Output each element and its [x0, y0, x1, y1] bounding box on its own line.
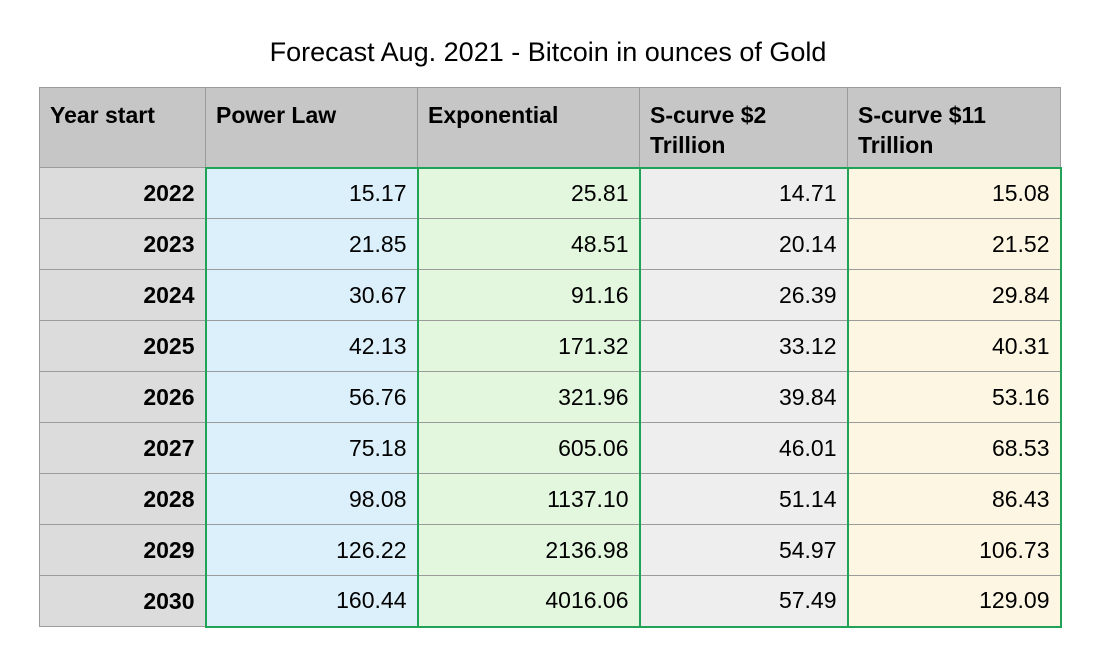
- forecast-table: Year start Power Law Exponential S-curve…: [39, 87, 1062, 628]
- table-row: 2029 126.22 2136.98 54.97 106.73: [39, 524, 1062, 576]
- cell-power-law: 75.18: [204, 422, 419, 474]
- cell-s-curve-2-trillion: 20.14: [638, 218, 849, 270]
- table-row: 2026 56.76 321.96 39.84 53.16: [39, 371, 1062, 423]
- cell-power-law: 98.08: [204, 473, 419, 525]
- table-row: 2023 21.85 48.51 20.14 21.52: [39, 218, 1062, 270]
- cell-exponential: 25.81: [416, 166, 641, 219]
- cell-s-curve-11-trillion: 15.08: [846, 166, 1062, 219]
- cell-year: 2028: [39, 473, 206, 525]
- table-row: 2030 160.44 4016.06 57.49 129.09: [39, 575, 1062, 628]
- cell-s-curve-2-trillion: 33.12: [638, 320, 849, 372]
- header-s-curve-11-trillion: S-curve $11 Trillion: [847, 87, 1061, 168]
- cell-year: 2025: [39, 320, 206, 372]
- cell-power-law: 21.85: [204, 218, 419, 270]
- cell-exponential: 48.51: [416, 218, 641, 270]
- header-year-start: Year start: [39, 87, 206, 168]
- cell-s-curve-11-trillion: 21.52: [846, 218, 1062, 270]
- cell-year: 2030: [39, 575, 206, 627]
- cell-exponential: 605.06: [416, 422, 641, 474]
- cell-year: 2022: [39, 167, 206, 219]
- cell-s-curve-11-trillion: 53.16: [846, 371, 1062, 423]
- cell-s-curve-11-trillion: 106.73: [846, 524, 1062, 576]
- cell-year: 2029: [39, 524, 206, 576]
- table-row: 2024 30.67 91.16 26.39 29.84: [39, 269, 1062, 321]
- cell-power-law: 160.44: [204, 575, 419, 628]
- cell-exponential: 2136.98: [416, 524, 641, 576]
- cell-s-curve-2-trillion: 26.39: [638, 269, 849, 321]
- header-exponential: Exponential: [417, 87, 640, 168]
- cell-s-curve-2-trillion: 51.14: [638, 473, 849, 525]
- chart-title: Forecast Aug. 2021 - Bitcoin in ounces o…: [269, 37, 827, 67]
- cell-exponential: 1137.10: [416, 473, 641, 525]
- cell-year: 2026: [39, 371, 206, 423]
- cell-power-law: 126.22: [204, 524, 419, 576]
- table-row: 2022 15.17 25.81 14.71 15.08: [39, 166, 1062, 219]
- cell-s-curve-2-trillion: 46.01: [638, 422, 849, 474]
- table-row: 2027 75.18 605.06 46.01 68.53: [39, 422, 1062, 474]
- cell-s-curve-11-trillion: 29.84: [846, 269, 1062, 321]
- cell-power-law: 15.17: [204, 166, 419, 219]
- cell-year: 2023: [39, 218, 206, 270]
- header-power-law: Power Law: [205, 87, 418, 168]
- cell-s-curve-2-trillion: 39.84: [638, 371, 849, 423]
- cell-s-curve-2-trillion: 57.49: [638, 575, 849, 628]
- cell-power-law: 56.76: [204, 371, 419, 423]
- cell-exponential: 91.16: [416, 269, 641, 321]
- cell-exponential: 4016.06: [416, 575, 641, 628]
- table-row: 2025 42.13 171.32 33.12 40.31: [39, 320, 1062, 372]
- header-row: Year start Power Law Exponential S-curve…: [39, 87, 1061, 168]
- cell-s-curve-11-trillion: 40.31: [846, 320, 1062, 372]
- cell-s-curve-2-trillion: 14.71: [638, 166, 849, 219]
- cell-s-curve-2-trillion: 54.97: [638, 524, 849, 576]
- cell-year: 2027: [39, 422, 206, 474]
- cell-power-law: 42.13: [204, 320, 419, 372]
- table-row: 2028 98.08 1137.10 51.14 86.43: [39, 473, 1062, 525]
- cell-exponential: 171.32: [416, 320, 641, 372]
- cell-year: 2024: [39, 269, 206, 321]
- cell-s-curve-11-trillion: 129.09: [846, 575, 1062, 628]
- cell-s-curve-11-trillion: 68.53: [846, 422, 1062, 474]
- cell-exponential: 321.96: [416, 371, 641, 423]
- header-s-curve-2-trillion: S-curve $2 Trillion: [639, 87, 848, 168]
- cell-power-law: 30.67: [204, 269, 419, 321]
- cell-s-curve-11-trillion: 86.43: [846, 473, 1062, 525]
